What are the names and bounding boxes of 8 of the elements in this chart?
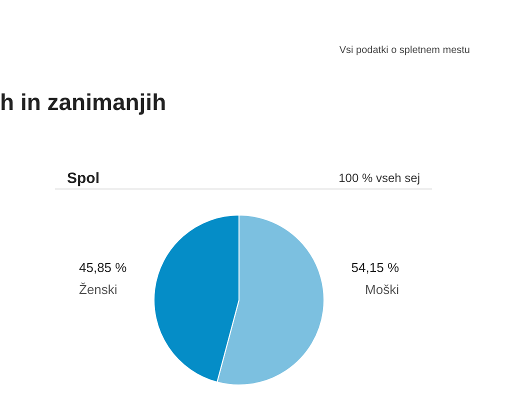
data-label: 54,15 %	[351, 260, 400, 275]
chart-subtitle: Spol	[67, 170, 100, 187]
data-label: 45,85 %	[79, 260, 128, 275]
slice-label: Moški	[365, 282, 400, 297]
slice-label: Ženski	[79, 282, 118, 297]
text: 100 % vseh sej	[338, 171, 420, 185]
text: Vsi podatki o spletnem mestu	[339, 45, 470, 56]
chart-title: h in zanimanjih	[0, 89, 166, 115]
